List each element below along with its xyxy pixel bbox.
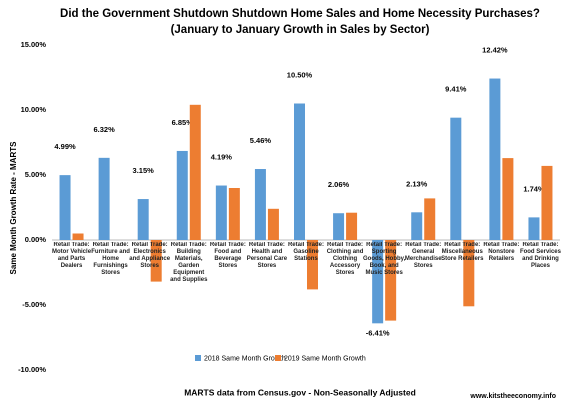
data-label: 9.41% xyxy=(445,85,467,94)
bar xyxy=(450,117,462,240)
x-tick-label: Retail Trade: Food and Beverage Stores xyxy=(209,242,246,269)
data-label: 1.74% xyxy=(523,184,545,193)
bar xyxy=(463,240,475,307)
x-tick-label-box: Retail Trade: Food Services and Drinking… xyxy=(519,242,561,269)
data-label: -6.41% xyxy=(366,328,390,337)
bar xyxy=(346,212,358,240)
data-label: 4.19% xyxy=(211,153,233,162)
chart-title: Did the Government Shutdown Shutdown Hom… xyxy=(60,8,540,20)
bar xyxy=(528,217,540,240)
y-tick-label: 10.00% xyxy=(21,105,47,114)
x-tick-label-box: Retail Trade: Furniture and Home Furnish… xyxy=(91,242,130,276)
legend-label: 2018 Same Month Growth xyxy=(204,355,286,362)
x-tick-label: Retail Trade: Sporting Goods, Hobby, Boo… xyxy=(363,242,406,276)
x-tick-label: Retail Trade: Motor Vehicle and Parts De… xyxy=(52,242,92,269)
x-tick-label: Retail Trade: Building Materials, Garden… xyxy=(170,242,208,283)
bar xyxy=(502,158,514,240)
bar xyxy=(228,188,240,240)
data-label: 5.46% xyxy=(250,136,272,145)
y-axis-title: Same Month Growth Rate - MARTS xyxy=(9,141,18,275)
x-tick-label: Retail Trade: Nonstore Retailers xyxy=(483,242,520,262)
bar xyxy=(424,198,436,240)
legend-swatch xyxy=(195,355,201,361)
legend-label: 2019 Same Month Growth xyxy=(284,355,366,362)
bar xyxy=(411,212,423,240)
x-tick-label-box: Retail Trade: Sporting Goods, Hobby, Boo… xyxy=(363,242,406,276)
bar xyxy=(333,213,345,240)
bar xyxy=(176,150,188,240)
bar xyxy=(98,157,110,240)
x-tick-label: Retail Trade: Gasoline Stations xyxy=(287,242,324,262)
bar xyxy=(385,240,397,321)
x-tick-label-box: Retail Trade: Food and Beverage Stores xyxy=(209,242,246,269)
y-tick-label: -10.00% xyxy=(18,365,46,374)
data-label: 6.32% xyxy=(93,125,115,134)
legend-swatch xyxy=(275,355,281,361)
y-tick-label: 0.00% xyxy=(25,235,47,244)
x-tick-label: Retail Trade: Furniture and Home Furnish… xyxy=(91,242,130,276)
x-tick-label-box: Retail Trade: Motor Vehicle and Parts De… xyxy=(52,242,92,269)
bar xyxy=(137,199,149,240)
y-tick-label: 5.00% xyxy=(25,170,47,179)
y-tick-label: 15.00% xyxy=(21,40,47,49)
bar xyxy=(267,208,279,240)
bar xyxy=(215,185,227,240)
x-tick-label-box: Retail Trade: Nonstore Retailers xyxy=(483,242,520,262)
data-label: 3.15% xyxy=(133,166,155,175)
data-label: 4.99% xyxy=(54,142,76,151)
data-label: 2.13% xyxy=(406,179,428,188)
data-label: 6.85% xyxy=(172,118,194,127)
x-tick-label-box: Retail Trade: Electronics and Appliance … xyxy=(129,242,171,269)
x-tick-label: Retail Trade: Health and Personal Care S… xyxy=(246,242,288,269)
bar xyxy=(59,175,71,240)
y-tick-label: -5.00% xyxy=(22,300,46,309)
x-tick-label-box: Retail Trade: General Merchandise Stores xyxy=(404,242,442,269)
data-label: 2.06% xyxy=(328,180,350,189)
data-label: 12.42% xyxy=(482,46,508,55)
chart-subtitle: (January to January Growth in Sales by S… xyxy=(171,24,430,36)
footer: MARTS data from Census.gov - Non-Seasona… xyxy=(184,387,416,397)
x-tick-label-box: Retail Trade: Gasoline Stations xyxy=(287,242,324,262)
bar xyxy=(254,169,266,240)
x-tick-label: Retail Trade: Food Services and Drinking… xyxy=(519,242,561,269)
x-tick-label: Retail Trade: Electronics and Appliance … xyxy=(129,242,171,269)
x-tick-label: Retail Trade: General Merchandise Stores xyxy=(404,242,442,269)
bar xyxy=(307,240,318,290)
x-tick-label: Retail Trade: Clothing and Clothing Acce… xyxy=(326,242,364,276)
bar xyxy=(72,233,84,240)
watermark: www.kitstheeconomy.info xyxy=(469,393,556,400)
x-tick-label-box: Retail Trade: Miscellaneous Store Retail… xyxy=(441,242,484,262)
x-tick-label-box: Retail Trade: Clothing and Clothing Acce… xyxy=(326,242,364,276)
bar xyxy=(150,240,162,282)
bar xyxy=(294,103,305,240)
bar xyxy=(372,240,384,324)
bar xyxy=(489,78,501,240)
bar xyxy=(541,165,553,240)
bar xyxy=(189,104,201,240)
data-label: 10.50% xyxy=(287,70,313,79)
x-tick-label-box: Retail Trade: Health and Personal Care S… xyxy=(246,242,288,269)
x-tick-label-box: Retail Trade: Building Materials, Garden… xyxy=(170,242,208,283)
x-tick-label: Retail Trade: Miscellaneous Store Retail… xyxy=(441,242,484,262)
